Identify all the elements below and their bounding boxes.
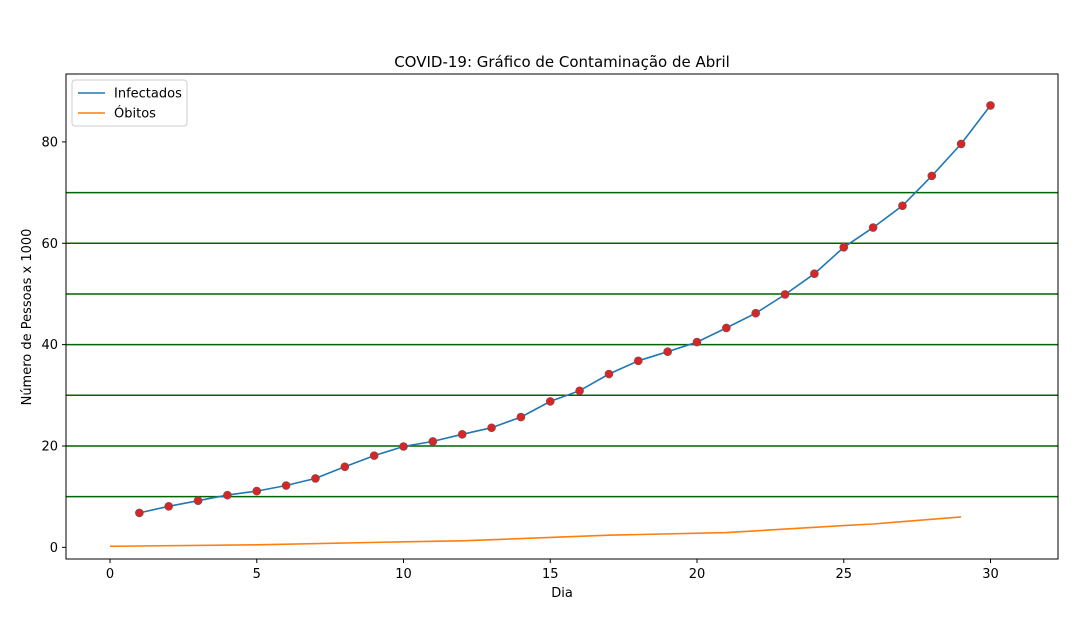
legend-label: Infectados (114, 87, 182, 102)
data-point (487, 423, 496, 433)
data-point (164, 501, 174, 511)
y-tick-label: 80 (41, 135, 58, 150)
x-axis-ticks: 0 5 10 15 20 25 30 (106, 559, 999, 582)
data-point (193, 496, 203, 506)
y-tick-label: 20 (41, 439, 58, 454)
data-point (252, 486, 262, 496)
data-point (135, 508, 144, 518)
data-point (751, 308, 761, 318)
x-axis-label: Dia (551, 586, 573, 601)
x-tick-label: 15 (542, 567, 559, 582)
y-axis-label: Número de Pessoas x 1000 (20, 229, 35, 406)
series-layer (109, 101, 995, 548)
data-point (457, 430, 467, 439)
y-tick-label: 40 (41, 338, 58, 353)
y-tick-label: 60 (41, 237, 58, 252)
data-point (575, 386, 584, 396)
data-point (604, 369, 614, 379)
x-tick-label: 0 (106, 567, 114, 582)
data-point (839, 243, 849, 252)
data-point (428, 437, 438, 446)
data-point (634, 356, 643, 366)
data-point (898, 201, 907, 211)
data-point (281, 481, 291, 490)
data-point (545, 397, 555, 406)
x-tick-label: 30 (982, 567, 999, 582)
series-line-obitos (109, 516, 962, 548)
data-point (780, 290, 790, 299)
data-point (927, 171, 937, 181)
data-point (663, 347, 672, 357)
x-tick-label: 20 (689, 567, 706, 582)
data-point (223, 490, 232, 500)
data-point (369, 451, 379, 460)
chart-title: COVID-19: Gráfico de Contaminação de Abr… (394, 53, 730, 71)
horizontal-reference-lines (66, 191, 1058, 498)
legend: Infectados Óbitos (71, 79, 188, 127)
data-point (722, 323, 731, 333)
data-point (311, 474, 320, 483)
x-tick-label: 25 (835, 567, 852, 582)
data-point (986, 101, 995, 110)
data-point (810, 269, 819, 278)
y-axis-ticks: 0 20 40 60 80 (41, 135, 66, 556)
series-line-infectados (139, 104, 992, 514)
x-tick-label: 10 (395, 567, 412, 582)
data-point (692, 337, 702, 347)
y-tick-label: 0 (50, 541, 58, 556)
data-point (516, 412, 526, 422)
data-point (868, 223, 878, 232)
data-point (956, 139, 966, 149)
legend-label: Óbitos (114, 106, 156, 122)
plot-frame (65, 73, 1059, 560)
legend-box (71, 79, 188, 127)
data-point (340, 462, 350, 472)
x-tick-label: 5 (253, 567, 261, 582)
data-point (399, 442, 408, 451)
